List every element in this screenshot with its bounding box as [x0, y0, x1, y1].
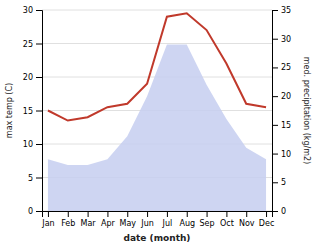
- tick: Dec: [259, 211, 274, 228]
- tick: Apr: [101, 211, 116, 228]
- tick-label: 5: [28, 174, 33, 183]
- tick: 35: [272, 6, 291, 15]
- tick-label: May: [119, 219, 136, 228]
- tick: Nov: [239, 211, 255, 228]
- tick: Feb: [61, 211, 75, 228]
- tick-label: 0: [281, 207, 286, 216]
- chart: Jan Feb Mar AprMay Jun Jul Aug Sep Oct Nov Dec 0 5 10…: [0, 0, 318, 247]
- tick-mark: [48, 211, 49, 217]
- line: [48, 13, 266, 120]
- tick-label: 30: [23, 6, 33, 15]
- tick-mark: [272, 125, 278, 126]
- tick: 15: [23, 107, 42, 116]
- tick: 30: [23, 6, 42, 15]
- tick-label: 10: [23, 140, 33, 149]
- tick-label: 20: [281, 92, 291, 101]
- marks: [48, 13, 266, 211]
- tick-label: Dec: [259, 219, 274, 228]
- tick-mark: [88, 211, 89, 217]
- y2-axis: 0 5 10 15 20 25 30 35: [272, 6, 291, 216]
- tick-mark: [272, 96, 278, 97]
- tick: Mar: [81, 211, 97, 228]
- tick-mark: [272, 182, 278, 183]
- x-axis: Jan Feb Mar AprMay Jun Jul Aug Sep Oct Nov Dec: [41, 211, 274, 228]
- tick-label: 10: [281, 150, 291, 159]
- tick: May: [119, 211, 136, 228]
- tick-mark: [36, 178, 42, 179]
- area: [48, 44, 266, 211]
- tick-mark: [272, 39, 278, 40]
- x-axis-title: date (month): [124, 233, 191, 243]
- tick-label: Feb: [61, 219, 75, 228]
- tick-mark: [272, 67, 278, 68]
- tick-label: Jul: [162, 219, 173, 228]
- tick: 0: [28, 207, 42, 216]
- axis-line: [43, 212, 273, 218]
- tick: Jul: [162, 211, 173, 228]
- tick: 10: [272, 150, 291, 159]
- tick-mark: [36, 144, 42, 145]
- tick: Sep: [200, 211, 215, 228]
- y-axis: 0 5 10 15 20 25 30: [23, 6, 43, 216]
- tick-label: 0: [28, 207, 33, 216]
- tick-mark: [36, 44, 42, 45]
- tick: Aug: [179, 211, 195, 228]
- tick-mark: [68, 211, 69, 217]
- tick: Jan: [41, 211, 54, 228]
- tick-label: 25: [23, 40, 33, 49]
- tick: Oct: [220, 211, 234, 228]
- tick: 0: [272, 207, 286, 216]
- tick-mark: [36, 111, 42, 112]
- tick-label: 15: [281, 121, 291, 130]
- tick-mark: [272, 10, 278, 11]
- y-axis-title: max temp (C): [5, 83, 14, 138]
- tick: 5: [28, 174, 42, 183]
- tick-label: Apr: [101, 219, 116, 228]
- tick-label: Sep: [200, 219, 215, 228]
- tick-mark: [107, 211, 108, 217]
- tick: 30: [272, 35, 291, 44]
- tick-label: Mar: [81, 219, 97, 228]
- tick-mark: [226, 211, 227, 217]
- tick-mark: [207, 211, 208, 217]
- tick-label: Oct: [220, 219, 234, 228]
- axis-line: [36, 11, 43, 212]
- tick-label: 30: [281, 35, 291, 44]
- tick-mark: [127, 211, 128, 217]
- tick-mark: [272, 154, 278, 155]
- tick-mark: [36, 10, 42, 11]
- tick: 20: [272, 92, 291, 101]
- y2-axis-title: med. precipitation (kg/m2): [302, 57, 311, 164]
- tick-label: 15: [23, 107, 33, 116]
- tick: 5: [272, 178, 286, 187]
- tick-mark: [246, 211, 247, 217]
- tick-label: 5: [281, 178, 286, 187]
- tick-label: Nov: [239, 219, 255, 228]
- tick-label: Aug: [179, 219, 195, 228]
- grid-line: [42, 10, 272, 11]
- tick-label: Jan: [41, 219, 54, 228]
- grid: [42, 10, 272, 211]
- tick-label: 20: [23, 73, 33, 82]
- tick-label: 25: [281, 63, 291, 72]
- tick: Jun: [140, 211, 154, 228]
- tick: 10: [23, 140, 42, 149]
- tick: 15: [272, 121, 291, 130]
- tick-mark: [147, 211, 148, 217]
- tick: 25: [272, 63, 291, 72]
- tick-mark: [167, 211, 168, 217]
- tick-mark: [36, 77, 42, 78]
- tick: 20: [23, 73, 42, 82]
- tick: 25: [23, 40, 42, 49]
- tick-label: Jun: [140, 219, 154, 228]
- tick-mark: [266, 211, 267, 217]
- axis-line: [273, 11, 279, 212]
- plot: Jan Feb Mar AprMay Jun Jul Aug Sep Oct Nov Dec 0 5 10…: [5, 6, 311, 243]
- tick-mark: [187, 211, 188, 217]
- tick-label: 35: [281, 6, 291, 15]
- grid-line: [42, 43, 272, 44]
- tick-mark: [36, 211, 42, 212]
- tick-mark: [272, 211, 278, 212]
